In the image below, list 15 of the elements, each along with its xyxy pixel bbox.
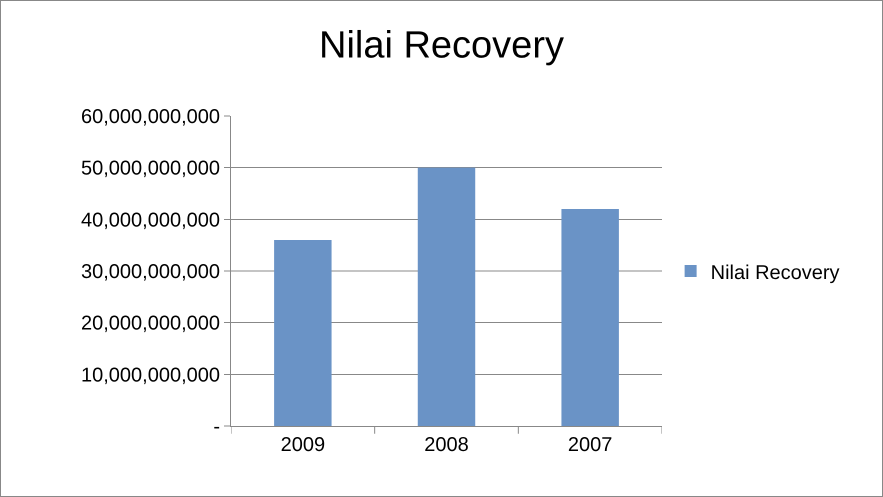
y-tick-label: 60,000,000,000 [80, 106, 220, 128]
chart-title: Nilai Recovery [319, 24, 564, 66]
legend-label: Nilai Recovery [710, 262, 840, 284]
y-tick-label: 10,000,000,000 [80, 364, 220, 386]
y-tick-label: 40,000,000,000 [80, 209, 220, 232]
bar [561, 209, 619, 426]
y-tick-label: - [213, 416, 220, 438]
x-tick-label: 2009 [280, 434, 326, 456]
x-tick-label: 2007 [568, 434, 612, 456]
x-tick-label: 2008 [424, 434, 469, 456]
y-tick-label: 50,000,000,000 [80, 158, 220, 180]
bar [418, 168, 476, 426]
bar [274, 240, 332, 426]
y-tick-label: 30,000,000,000 [80, 261, 220, 283]
y-tick-label: 20,000,000,000 [80, 312, 220, 335]
